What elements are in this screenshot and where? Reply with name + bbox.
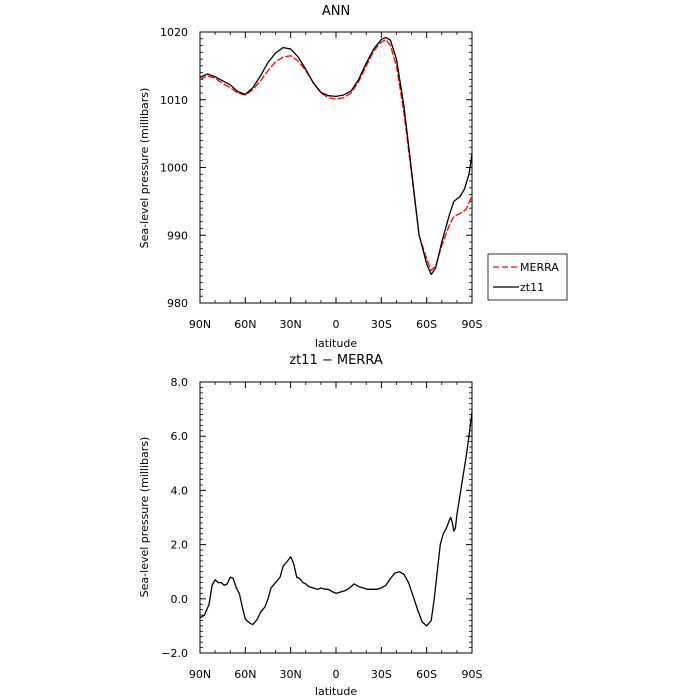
bottom-y-tick-label: 8.0 [171,376,189,389]
top-x-tick-label: 30S [371,318,392,331]
top-y-tick-label: 980 [167,297,188,310]
bottom-y-tick-label: 4.0 [171,484,189,497]
bottom-x-tick-label: 30N [280,668,302,681]
panel-bottom-series [199,411,473,627]
bottom-series-line-diff [199,411,473,627]
panel-bottom-ylabel: Sea-level pressure (millibars) [138,437,151,598]
panel-top-ticks: 90N 60N 30N 0 30S 60S 90S 980 990 1000 1010 1020 [160,26,483,331]
top-x-tick-label: 0 [333,318,340,331]
bottom-x-tick-label: 30S [371,668,392,681]
top-x-tick-label: 90S [462,318,483,331]
panel-top-title: ANN [322,4,350,19]
bottom-y-tick-label: 2.0 [171,539,189,552]
top-x-tick-label: 90N [189,318,211,331]
bottom-x-tick-label: 60N [234,668,256,681]
panel-bottom-xlabel: latitude [315,685,357,698]
top-y-tick-label: 990 [167,229,188,242]
legend: MERRA zt11 [487,253,568,301]
bottom-y-tick-label: 6.0 [171,430,189,443]
panel-top: ANN Sea-level pressure (millibars) latit… [138,4,483,350]
panel-top-xlabel: latitude [315,337,357,350]
panel-top-ylabel: Sea-level pressure (millibars) [138,88,151,249]
legend-box [487,253,568,301]
panel-bottom-frame [199,381,473,654]
panel-top-series [199,36,473,276]
legend-label-merra: MERRA [520,261,559,274]
bottom-y-tick-label: 0.0 [171,593,189,606]
top-y-tick-label: 1010 [160,94,188,107]
panel-top-frame [199,31,473,304]
panel-bottom-ticks: 90N 60N 30N 0 30S 60S 90S −2.0 0.0 2.0 4.0 6.0 8.0 [161,376,482,681]
top-y-tick-label: 1020 [160,26,188,39]
bottom-x-tick-label: 0 [333,668,340,681]
bottom-y-tick-label: −2.0 [161,647,188,660]
top-x-tick-label: 30N [280,318,302,331]
top-y-tick-label: 1000 [160,162,188,175]
top-series-line-merra [199,38,473,272]
legend-label-zt11: zt11 [520,281,544,294]
bottom-x-tick-label: 90N [189,668,211,681]
top-series-line-zt11 [199,36,473,276]
top-x-tick-label: 60N [234,318,256,331]
bottom-x-tick-label: 60S [416,668,437,681]
top-x-tick-label: 60S [416,318,437,331]
panel-bottom-title: zt11 − MERRA [289,353,383,368]
bottom-x-tick-label: 90S [462,668,483,681]
panel-bottom: zt11 − MERRA Sea-level pressure (milliba… [138,353,483,698]
